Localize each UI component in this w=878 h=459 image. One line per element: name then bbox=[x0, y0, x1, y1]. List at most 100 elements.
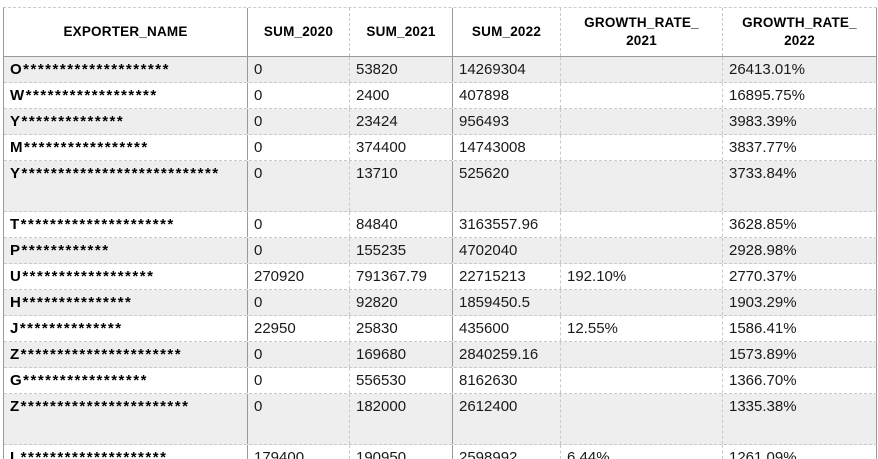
cell-sum-2022[interactable]: 4702040 bbox=[453, 238, 561, 263]
cell-growth-rate-2021[interactable] bbox=[561, 83, 723, 108]
column-header-sum_2021[interactable]: SUM_2021 bbox=[350, 8, 453, 56]
cell-sum-2020[interactable]: 0 bbox=[248, 57, 350, 82]
cell-growth-rate-2022[interactable]: 2928.98% bbox=[723, 238, 877, 263]
cell-sum-2020[interactable]: 0 bbox=[248, 238, 350, 263]
cell-sum-2022[interactable]: 2840259.16 bbox=[453, 342, 561, 367]
cell-sum-2020[interactable]: 0 bbox=[248, 394, 350, 444]
cell-sum-2020[interactable]: 0 bbox=[248, 368, 350, 393]
cell-growth-rate-2022[interactable]: 1366.70% bbox=[723, 368, 877, 393]
cell-sum-2021[interactable]: 25830 bbox=[350, 316, 453, 341]
cell-growth-rate-2021[interactable] bbox=[561, 368, 723, 393]
cell-sum-2021[interactable]: 182000 bbox=[350, 394, 453, 444]
cell-growth-rate-2022[interactable]: 3733.84% bbox=[723, 161, 877, 211]
cell-growth-rate-2021[interactable] bbox=[561, 135, 723, 160]
cell-sum-2021[interactable]: 190950 bbox=[350, 445, 453, 459]
cell-text: 3163557.96 bbox=[459, 216, 539, 233]
cell-sum-2022[interactable]: 956493 bbox=[453, 109, 561, 134]
cell-text: 0 bbox=[254, 139, 263, 156]
column-header-sum_2022[interactable]: SUM_2022 bbox=[453, 8, 561, 56]
cell-growth-rate-2021[interactable] bbox=[561, 109, 723, 134]
cell-exporter-name[interactable]: P************ bbox=[4, 238, 248, 263]
cell-sum-2022[interactable]: 2612400 bbox=[453, 394, 561, 444]
cell-growth-rate-2022[interactable]: 2770.37% bbox=[723, 264, 877, 289]
cell-growth-rate-2021[interactable]: 192.10% bbox=[561, 264, 723, 289]
cell-exporter-name[interactable]: T********************* bbox=[4, 212, 248, 237]
cell-growth-rate-2021[interactable]: 6.44% bbox=[561, 445, 723, 459]
cell-sum-2022[interactable]: 525620 bbox=[453, 161, 561, 211]
cell-sum-2021[interactable]: 13710 bbox=[350, 161, 453, 211]
cell-sum-2022[interactable]: 14269304 bbox=[453, 57, 561, 82]
cell-sum-2020[interactable]: 0 bbox=[248, 290, 350, 315]
cell-sum-2021[interactable]: 155235 bbox=[350, 238, 453, 263]
cell-growth-rate-2022[interactable]: 3837.77% bbox=[723, 135, 877, 160]
cell-sum-2020[interactable]: 0 bbox=[248, 135, 350, 160]
column-header-growth_2021[interactable]: GROWTH_RATE_ 2021 bbox=[561, 8, 723, 56]
cell-growth-rate-2022[interactable]: 3983.39% bbox=[723, 109, 877, 134]
cell-sum-2020[interactable]: 0 bbox=[248, 83, 350, 108]
cell-growth-rate-2022[interactable]: 26413.01% bbox=[723, 57, 877, 82]
column-header-sum_2020[interactable]: SUM_2020 bbox=[248, 8, 350, 56]
cell-exporter-name[interactable]: W****************** bbox=[4, 83, 248, 108]
cell-sum-2020[interactable]: 0 bbox=[248, 342, 350, 367]
cell-sum-2021[interactable]: 169680 bbox=[350, 342, 453, 367]
cell-growth-rate-2021[interactable] bbox=[561, 342, 723, 367]
cell-exporter-name[interactable]: O******************** bbox=[4, 57, 248, 82]
cell-text: 92820 bbox=[356, 294, 398, 311]
cell-growth-rate-2021[interactable] bbox=[561, 290, 723, 315]
cell-growth-rate-2021[interactable] bbox=[561, 161, 723, 211]
cell-growth-rate-2022[interactable]: 3628.85% bbox=[723, 212, 877, 237]
cell-sum-2021[interactable]: 23424 bbox=[350, 109, 453, 134]
cell-sum-2021[interactable]: 84840 bbox=[350, 212, 453, 237]
cell-sum-2022[interactable]: 22715213 bbox=[453, 264, 561, 289]
cell-sum-2020[interactable]: 22950 bbox=[248, 316, 350, 341]
exporter-name-text: O******************** bbox=[10, 61, 170, 78]
cell-exporter-name[interactable]: L******************** bbox=[4, 445, 248, 459]
cell-sum-2022[interactable]: 3163557.96 bbox=[453, 212, 561, 237]
cell-exporter-name[interactable]: G***************** bbox=[4, 368, 248, 393]
cell-sum-2021[interactable]: 92820 bbox=[350, 290, 453, 315]
cell-sum-2022[interactable]: 14743008 bbox=[453, 135, 561, 160]
cell-growth-rate-2022[interactable]: 1335.38% bbox=[723, 394, 877, 444]
cell-exporter-name[interactable]: M***************** bbox=[4, 135, 248, 160]
cell-sum-2020[interactable]: 179400 bbox=[248, 445, 350, 459]
cell-exporter-name[interactable]: J************** bbox=[4, 316, 248, 341]
cell-sum-2021[interactable]: 556530 bbox=[350, 368, 453, 393]
cell-exporter-name[interactable]: Z*********************** bbox=[4, 394, 248, 444]
exporter-name-text: L******************** bbox=[10, 449, 168, 459]
column-header-label: GROWTH_RATE_ bbox=[584, 15, 699, 30]
cell-text: 2928.98% bbox=[729, 242, 797, 259]
cell-growth-rate-2022[interactable]: 1573.89% bbox=[723, 342, 877, 367]
cell-growth-rate-2021[interactable] bbox=[561, 212, 723, 237]
cell-exporter-name[interactable]: U****************** bbox=[4, 264, 248, 289]
cell-growth-rate-2022[interactable]: 1586.41% bbox=[723, 316, 877, 341]
cell-growth-rate-2021[interactable]: 12.55% bbox=[561, 316, 723, 341]
cell-sum-2020[interactable]: 0 bbox=[248, 109, 350, 134]
cell-growth-rate-2022[interactable]: 16895.75% bbox=[723, 83, 877, 108]
cell-sum-2021[interactable]: 53820 bbox=[350, 57, 453, 82]
cell-exporter-name[interactable]: Z********************** bbox=[4, 342, 248, 367]
cell-sum-2022[interactable]: 407898 bbox=[453, 83, 561, 108]
cell-sum-2022[interactable]: 1859450.5 bbox=[453, 290, 561, 315]
cell-growth-rate-2022[interactable]: 1903.29% bbox=[723, 290, 877, 315]
cell-text: 956493 bbox=[459, 113, 510, 130]
exporter-name-text: W****************** bbox=[10, 87, 158, 104]
cell-sum-2022[interactable]: 435600 bbox=[453, 316, 561, 341]
cell-text: 407898 bbox=[459, 87, 510, 104]
cell-growth-rate-2022[interactable]: 1261.09% bbox=[723, 445, 877, 459]
cell-growth-rate-2021[interactable] bbox=[561, 394, 723, 444]
column-header-growth_2022[interactable]: GROWTH_RATE_ 2022 bbox=[723, 8, 877, 56]
cell-sum-2022[interactable]: 8162630 bbox=[453, 368, 561, 393]
cell-sum-2022[interactable]: 2598992 bbox=[453, 445, 561, 459]
column-header-exporter[interactable]: EXPORTER_NAME bbox=[4, 8, 248, 56]
cell-sum-2021[interactable]: 791367.79 bbox=[350, 264, 453, 289]
cell-sum-2020[interactable]: 270920 bbox=[248, 264, 350, 289]
cell-exporter-name[interactable]: H*************** bbox=[4, 290, 248, 315]
cell-sum-2020[interactable]: 0 bbox=[248, 212, 350, 237]
cell-sum-2021[interactable]: 374400 bbox=[350, 135, 453, 160]
cell-exporter-name[interactable]: Y************** bbox=[4, 109, 248, 134]
cell-sum-2021[interactable]: 2400 bbox=[350, 83, 453, 108]
cell-sum-2020[interactable]: 0 bbox=[248, 161, 350, 211]
cell-growth-rate-2021[interactable] bbox=[561, 57, 723, 82]
cell-growth-rate-2021[interactable] bbox=[561, 238, 723, 263]
cell-exporter-name[interactable]: Y*************************** bbox=[4, 161, 248, 211]
